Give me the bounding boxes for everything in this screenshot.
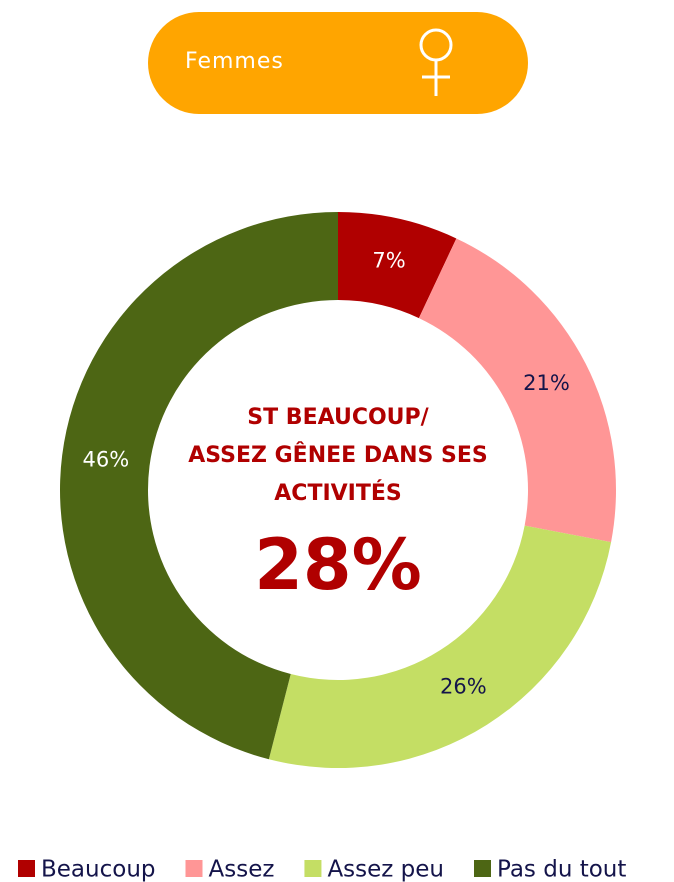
donut-segment: [268, 525, 612, 768]
legend-label: Beaucoup: [41, 857, 156, 882]
data-label: 46%: [83, 448, 130, 472]
center-title: ST BEAUCOUP/: [247, 405, 429, 430]
legend-swatch: [304, 860, 322, 877]
donut-segment: [338, 212, 457, 319]
legend-swatch: [474, 860, 491, 877]
legend-label: Assez peu: [327, 857, 444, 882]
center-title: ASSEZ GÊNEE DANS SES: [188, 442, 488, 468]
donut-segment: [60, 212, 338, 760]
legend-swatch: [185, 860, 203, 877]
center-value: 28%: [254, 524, 422, 606]
data-label: 26%: [440, 675, 487, 699]
legend-label: Assez: [209, 857, 275, 882]
header-label: Femmes: [185, 49, 284, 74]
female-symbol: [419, 28, 453, 96]
legend-swatch: [18, 860, 35, 877]
header-pill: [148, 12, 528, 114]
data-label: 21%: [523, 371, 570, 395]
donut-segment: [418, 238, 616, 543]
legend-label: Pas du tout: [497, 857, 626, 882]
data-label: 7%: [372, 249, 405, 273]
center-title: ACTIVITÉS: [274, 480, 401, 506]
